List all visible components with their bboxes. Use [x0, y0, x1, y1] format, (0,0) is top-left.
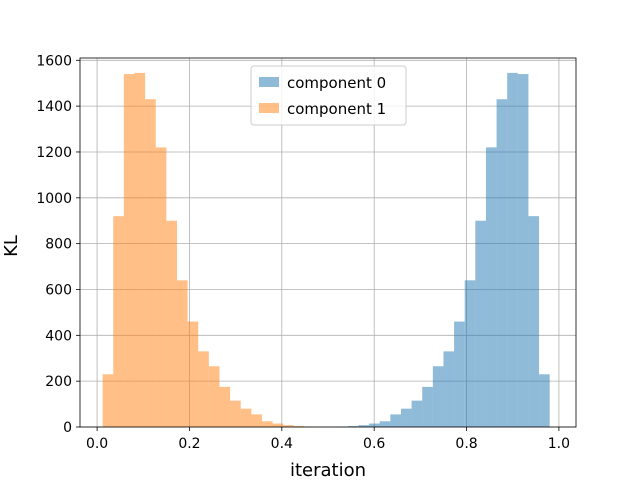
- histogram-bar-series-1: [145, 99, 156, 427]
- histogram-bar-series-1: [166, 221, 177, 427]
- y-tick-label: 1000: [36, 191, 72, 207]
- histogram-bar-series-1: [188, 322, 199, 427]
- legend-swatch: [259, 103, 279, 113]
- histogram-bar-series-1: [134, 73, 145, 427]
- histogram-bar-series-1: [113, 216, 124, 427]
- x-tick-label: 0.0: [86, 436, 108, 452]
- histogram-bar-series-0: [528, 216, 539, 427]
- histogram-bar-series-0: [422, 387, 433, 427]
- x-tick-label: 0.4: [271, 436, 293, 452]
- histogram-bar-series-1: [198, 351, 209, 427]
- histogram-bar-series-0: [497, 99, 508, 427]
- legend-swatch: [259, 77, 279, 87]
- y-axis-label: KL: [1, 235, 22, 257]
- histogram-bar-series-1: [241, 409, 252, 427]
- y-tick-label: 0: [63, 420, 72, 436]
- histogram-bar-series-0: [518, 74, 529, 427]
- histogram-bar-series-1: [124, 74, 135, 427]
- histogram-bar-series-1: [177, 280, 188, 427]
- y-tick-label: 1600: [36, 53, 72, 69]
- x-tick-label: 0.2: [178, 436, 200, 452]
- histogram-bar-series-0: [380, 421, 391, 427]
- histogram-bar-series-0: [465, 280, 476, 427]
- histogram-bar-series-0: [507, 73, 518, 427]
- x-axis-label: iteration: [290, 460, 366, 480]
- y-tick-label: 1400: [36, 99, 72, 115]
- legend: component 0 component 1: [251, 66, 406, 125]
- y-tick-label: 600: [45, 282, 72, 298]
- histogram-bar-series-0: [475, 221, 486, 427]
- y-tick-label: 400: [45, 328, 72, 344]
- histogram-bars: [103, 73, 550, 427]
- histogram-bar-series-1: [230, 401, 241, 427]
- x-tick-label: 1.0: [548, 436, 570, 452]
- histogram-bar-series-1: [273, 424, 284, 427]
- histogram-bar-series-1: [251, 414, 262, 427]
- histogram-bar-series-0: [454, 322, 465, 427]
- y-tick-label: 1200: [36, 145, 72, 161]
- legend-label: component 1: [287, 100, 386, 118]
- histogram-bar-series-0: [412, 401, 423, 427]
- y-tick-label: 200: [45, 374, 72, 390]
- histogram-bar-series-0: [369, 424, 380, 427]
- histogram-bar-series-1: [103, 374, 114, 427]
- histogram-bar-series-1: [262, 421, 273, 427]
- y-tick-label: 800: [45, 237, 72, 253]
- histogram-bar-series-0: [433, 366, 444, 427]
- histogram-bar-series-0: [539, 374, 550, 427]
- histogram-bar-series-1: [219, 387, 230, 427]
- histogram-bar-series-1: [209, 366, 220, 427]
- legend-label: component 0: [287, 74, 386, 92]
- x-tick-label: 0.6: [363, 436, 385, 452]
- histogram-bar-series-0: [443, 351, 454, 427]
- histogram-bar-series-0: [390, 414, 401, 427]
- histogram-bar-series-0: [401, 409, 412, 427]
- x-tick-label: 0.8: [455, 436, 477, 452]
- histogram-bar-series-0: [486, 147, 497, 427]
- histogram-bar-series-1: [156, 147, 167, 427]
